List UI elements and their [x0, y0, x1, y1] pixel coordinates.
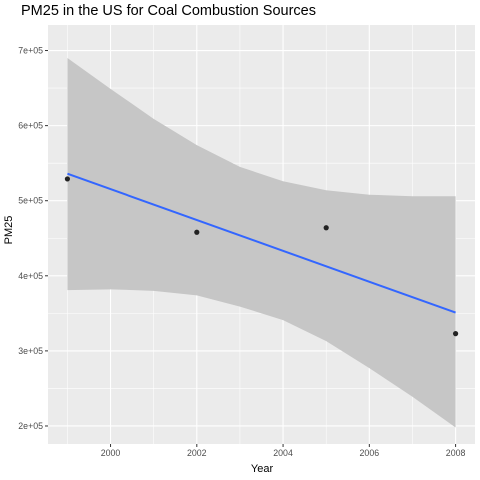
y-axis-ticks: 2e+05 3e+05 4e+05 5e+05 6e+05 7e+05	[18, 46, 48, 431]
x-tick-label: 2006	[360, 448, 380, 458]
x-tick-label: 2008	[446, 448, 466, 458]
x-axis-title: Year	[251, 463, 274, 475]
data-point	[323, 225, 329, 231]
y-tick-label: 2e+05	[18, 421, 43, 431]
trend-line	[67, 172, 456, 314]
y-tick-label: 3e+05	[18, 346, 43, 356]
y-tick-label: 5e+05	[18, 196, 43, 206]
x-tick-label: 2002	[187, 448, 207, 458]
y-tick-label: 6e+05	[18, 121, 43, 131]
chart-title: PM25 in the US for Coal Combustion Sourc…	[21, 3, 316, 19]
y-tick-label: 7e+05	[18, 46, 43, 56]
y-axis-title: PM25	[3, 216, 15, 245]
data-point	[194, 229, 200, 235]
x-tick-label: 2000	[101, 448, 121, 458]
x-tick-label: 2004	[273, 448, 293, 458]
data-point	[452, 331, 459, 337]
data-points	[64, 176, 459, 337]
data-point	[64, 176, 71, 182]
y-tick-label: 4e+05	[18, 271, 43, 281]
x-axis-ticks: 2000 2002 2004 2006 2008	[101, 444, 466, 458]
